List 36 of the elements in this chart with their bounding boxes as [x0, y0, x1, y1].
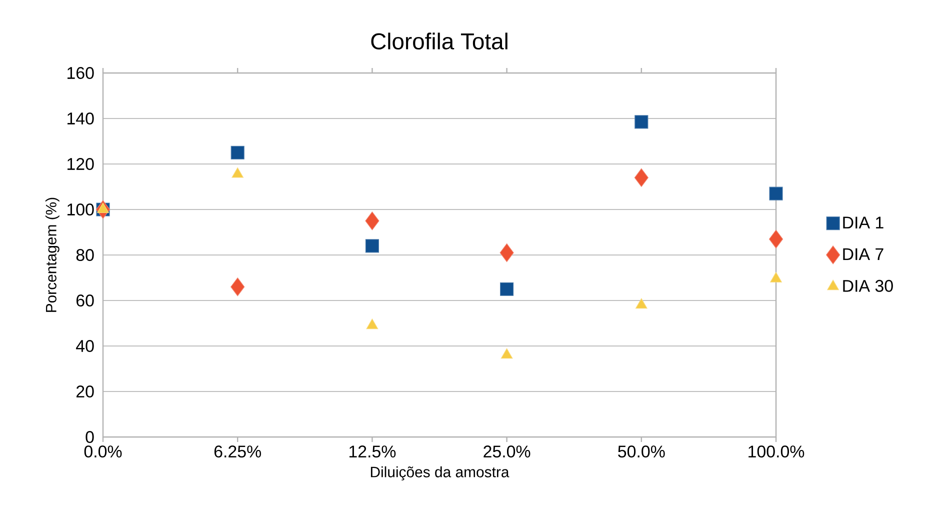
point: [635, 298, 648, 309]
point: [500, 243, 514, 262]
point: [97, 202, 109, 214]
y-tick-label: 20: [76, 386, 94, 398]
x-tick-label: 25.0%: [484, 446, 530, 458]
x-tick-label: 12.5%: [349, 446, 396, 458]
point: [634, 115, 648, 129]
legend-label: DIA 1: [843, 216, 884, 228]
y-tick-label: 60: [76, 294, 94, 306]
point: [365, 239, 380, 253]
point: [769, 186, 783, 200]
y-tick-label: 0: [86, 431, 94, 443]
point: [500, 282, 514, 296]
point: [500, 348, 513, 359]
point: [230, 278, 245, 296]
x-tick-label: 50.0%: [618, 446, 665, 458]
x-tick-label: 0.0%: [84, 446, 122, 458]
legend-label: DIA 7: [843, 248, 884, 260]
y-tick-label: 140: [68, 112, 94, 124]
x-axis-title: Diluições da amostra: [370, 466, 510, 480]
point: [365, 212, 380, 230]
legend-label: DIA 30: [843, 280, 893, 292]
point: [768, 230, 784, 248]
y-axis-title: Porcentagem (%): [45, 198, 60, 312]
y-tick-label: 160: [68, 67, 94, 79]
x-tick-label: 6.25%: [214, 446, 261, 458]
y-tick-label: 40: [76, 340, 94, 352]
y-tick-label: 120: [68, 158, 94, 170]
point: [230, 146, 244, 160]
point: [634, 168, 648, 187]
chart-title: Clorofila Total: [371, 32, 508, 50]
point: [770, 272, 782, 282]
y-tick-label: 80: [76, 249, 94, 261]
y-tick-label: 100: [68, 204, 94, 216]
point: [366, 318, 378, 330]
x-tick-label: 100.0%: [748, 446, 804, 458]
